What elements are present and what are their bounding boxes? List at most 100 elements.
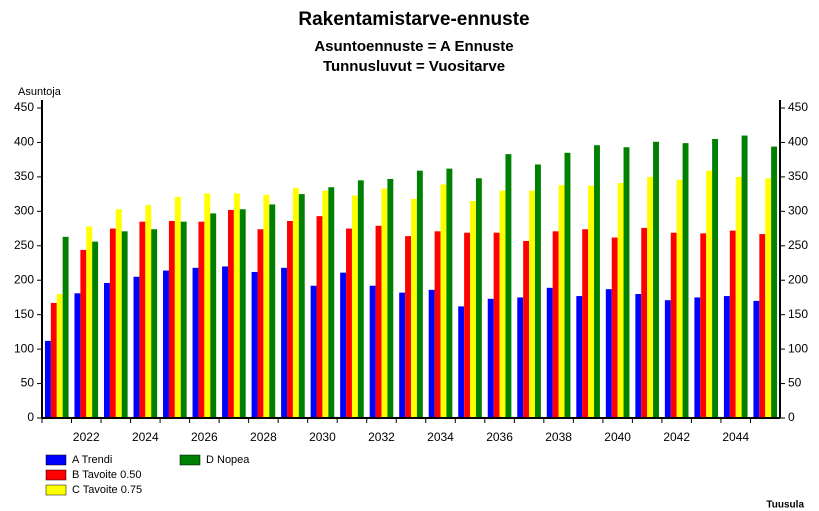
chart-title: Rakentamistarve-ennuste: [298, 9, 529, 30]
bar: [446, 168, 453, 418]
bar: [192, 267, 199, 418]
bar: [416, 170, 423, 418]
x-tick-label: 2032: [368, 430, 395, 444]
bar: [115, 209, 122, 418]
bar: [753, 300, 760, 418]
bar: [529, 190, 535, 418]
bar: [428, 289, 435, 418]
x-tick-label: 2036: [486, 430, 513, 444]
bar: [257, 229, 264, 418]
bar: [664, 300, 671, 418]
bar: [151, 229, 158, 418]
y2-tick-label: 100: [788, 341, 808, 355]
bar: [499, 190, 506, 418]
y2-tick-label: 250: [788, 238, 808, 252]
y-axis-label: Asuntoja: [18, 86, 62, 98]
bar: [523, 240, 530, 418]
bar: [310, 285, 317, 418]
bar: [92, 241, 99, 418]
bar: [287, 220, 293, 418]
bar: [233, 193, 240, 418]
bar: [121, 231, 128, 418]
bar: [239, 209, 246, 418]
bar: [351, 195, 358, 418]
bar: [771, 146, 778, 419]
bar: [635, 294, 642, 418]
bar: [340, 272, 347, 418]
bar: [168, 220, 175, 418]
bar: [174, 196, 181, 418]
y2-tick-label: 400: [788, 135, 808, 149]
bar: [505, 154, 512, 418]
y2-tick-label: 450: [788, 100, 808, 114]
bar: [517, 297, 524, 418]
bar: [611, 237, 618, 418]
bar: [399, 292, 406, 418]
bar: [487, 298, 494, 418]
bar: [346, 228, 352, 418]
bar: [706, 170, 713, 418]
x-tick-label: 2042: [663, 430, 690, 444]
x-tick-label: 2022: [73, 430, 100, 444]
bar: [470, 201, 476, 418]
bar: [411, 198, 417, 418]
bar: [594, 145, 600, 418]
bar: [263, 194, 270, 418]
legend-label: B Tavoite 0.50: [72, 469, 142, 481]
y-tick-label: 150: [14, 307, 34, 321]
bar: [251, 271, 258, 418]
legend-swatch: [45, 484, 67, 496]
legend-swatch: [45, 454, 67, 466]
bar: [80, 249, 87, 418]
chart-subtitle: Tunnusluvut = Vuositarve: [323, 58, 505, 75]
y-tick-label: 350: [14, 169, 34, 183]
y-tick-label: 250: [14, 238, 34, 252]
legend-label: A Trendi: [72, 454, 112, 466]
bar: [694, 297, 701, 418]
source: Tuusula: [766, 500, 804, 511]
bar: [139, 221, 146, 418]
bar: [475, 178, 482, 418]
x-tick-label: 2028: [250, 430, 277, 444]
bar: [765, 178, 772, 418]
y-tick-label: 50: [21, 376, 35, 390]
bar: [558, 185, 565, 418]
bar: [405, 236, 411, 418]
y-tick-label: 300: [14, 204, 34, 218]
y2-tick-label: 350: [788, 169, 808, 183]
bar: [676, 179, 683, 418]
bar: [163, 270, 169, 418]
x-tick-label: 2030: [309, 430, 336, 444]
bar: [145, 205, 152, 418]
bar: [670, 232, 677, 418]
bar: [440, 184, 447, 418]
y2-tick-label: 50: [788, 376, 802, 390]
bar: [198, 221, 205, 418]
bar: [458, 306, 465, 418]
bar: [653, 141, 659, 418]
x-tick-label: 2040: [604, 430, 631, 444]
bar: [564, 152, 571, 418]
bar: [381, 188, 388, 418]
bar: [227, 209, 234, 418]
bar: [534, 164, 541, 418]
bar: [204, 193, 211, 418]
chart-subtitle: Asuntoennuste = A Ennuste: [314, 38, 513, 55]
bar: [269, 204, 276, 418]
x-tick-label: 2026: [191, 430, 218, 444]
legend-label: D Nopea: [206, 454, 250, 466]
bar: [56, 294, 63, 418]
bar: [588, 185, 595, 418]
bar: [647, 176, 654, 418]
bar: [576, 296, 583, 418]
bar: [552, 231, 559, 418]
bar: [729, 230, 736, 418]
bar: [74, 293, 81, 418]
bar: [623, 147, 630, 418]
bar: [712, 139, 719, 418]
bar: [109, 228, 116, 418]
bar: [741, 135, 748, 419]
y2-tick-label: 200: [788, 272, 808, 286]
legend-swatch: [179, 454, 201, 466]
